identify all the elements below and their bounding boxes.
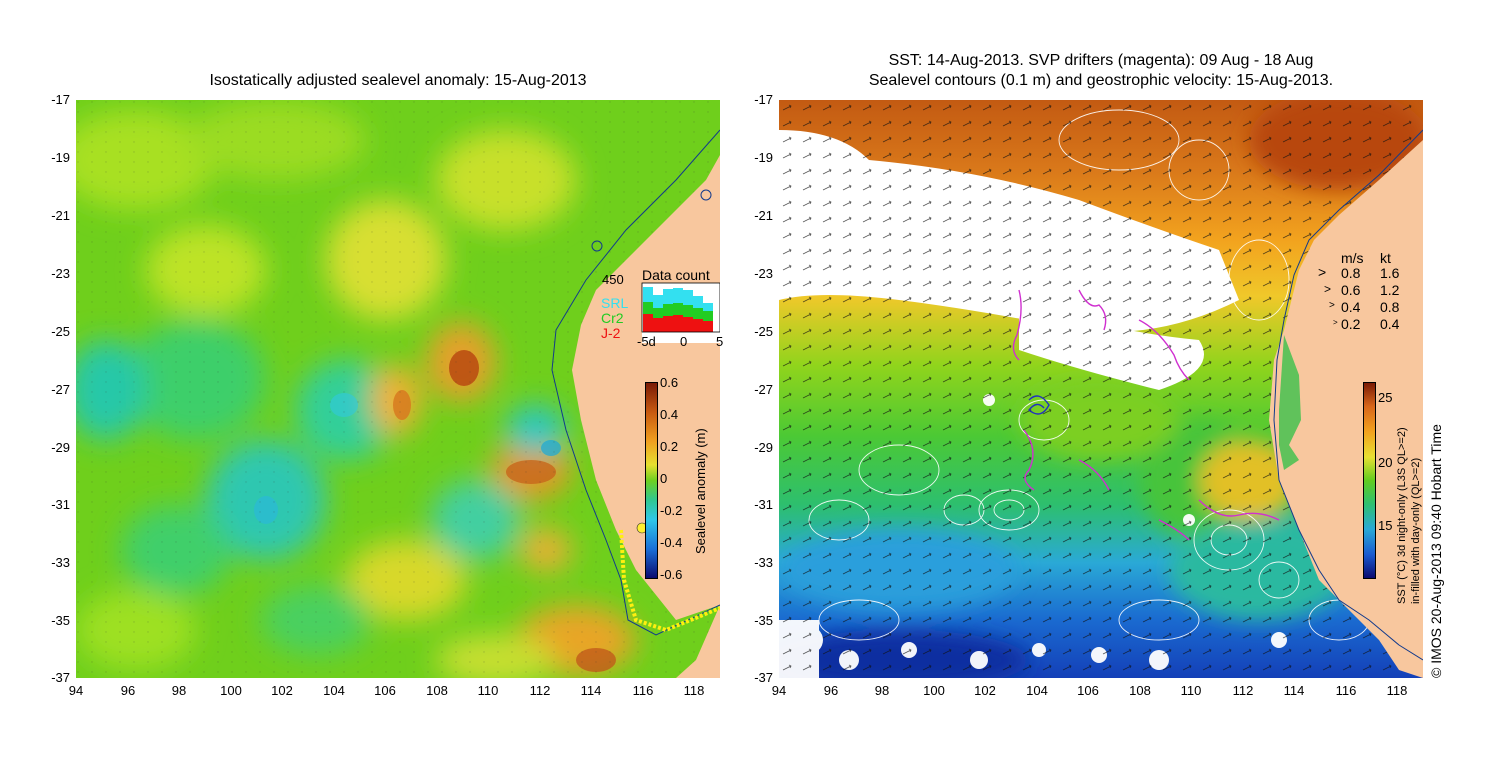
x-tick: 102 <box>271 683 293 698</box>
x-tick: 110 <box>1180 683 1202 698</box>
sealevel-tick: 0.6 <box>660 375 679 390</box>
y-tick: -27 <box>51 382 70 397</box>
sealevel-tick: -0.2 <box>660 503 683 518</box>
speed-legend-header-ms: m/s <box>1341 250 1364 266</box>
speed-legend-ms: 0.8 <box>1341 265 1361 281</box>
x-tick: 114 <box>580 683 602 698</box>
x-tick: 106 <box>374 683 396 698</box>
data-count-max: 450 <box>602 272 624 287</box>
y-tick: -29 <box>754 440 773 455</box>
x-tick: 104 <box>323 683 345 698</box>
data-count-xtick-neg5: -5d <box>637 334 656 349</box>
y-tick: -23 <box>754 266 773 281</box>
x-tick: 100 <box>923 683 945 698</box>
legend-cr2: Cr2 <box>601 310 624 326</box>
x-tick: 116 <box>1335 683 1357 698</box>
sst-tick: 15 <box>1378 518 1393 533</box>
speed-legend-arrow-icon: > <box>1318 264 1327 280</box>
speed-legend-header-kt: kt <box>1380 250 1391 266</box>
data-count-xtick-0: 0 <box>680 334 688 349</box>
speed-legend-arrow-icon: > <box>1324 282 1332 296</box>
x-tick: 94 <box>68 683 84 698</box>
x-tick: 98 <box>171 683 187 698</box>
sst-field <box>779 100 1423 678</box>
x-tick: 116 <box>632 683 654 698</box>
speed-legend-kt: 0.8 <box>1380 299 1400 315</box>
y-tick: -37 <box>754 670 773 685</box>
x-tick: 114 <box>1283 683 1305 698</box>
x-tick: 98 <box>874 683 890 698</box>
y-tick: -25 <box>51 324 70 339</box>
sst-tick: 20 <box>1378 455 1393 470</box>
x-tick: 104 <box>1026 683 1048 698</box>
x-tick: 112 <box>1232 683 1254 698</box>
sealevel-anomaly-field <box>76 100 720 678</box>
x-tick: 106 <box>1077 683 1099 698</box>
legend-srl: SRL <box>601 295 629 311</box>
legend-j2: J-2 <box>601 325 621 341</box>
speed-legend-ms: 0.4 <box>1341 299 1361 315</box>
sealevel-anomaly-map[interactable] <box>76 100 720 678</box>
data-count-xtick-5: 5 <box>716 334 724 349</box>
data-count-inset <box>641 282 720 343</box>
sealevel-tick: -0.6 <box>660 567 683 582</box>
y-tick: -21 <box>754 208 773 223</box>
speed-legend-kt: 0.4 <box>1380 316 1400 332</box>
y-tick: -31 <box>51 497 70 512</box>
data-count-title: Data count <box>642 267 710 283</box>
y-tick: -35 <box>51 613 70 628</box>
sst-colorbar-label2: in-filled with day-only (QL>=2) <box>1410 457 1422 604</box>
right-panel-title-line2: Sealevel contours (0.1 m) and geostrophi… <box>868 72 1334 89</box>
y-tick: -25 <box>754 324 773 339</box>
sealevel-tick: -0.4 <box>660 535 683 550</box>
sealevel-tick: 0.4 <box>660 407 679 422</box>
x-tick: 112 <box>529 683 551 698</box>
speed-legend-arrow-icon: > <box>1329 300 1335 311</box>
sealevel-colorbar-label: Sealevel anomaly (m) <box>693 428 708 554</box>
sst-map[interactable] <box>779 100 1423 678</box>
y-tick: -19 <box>51 150 70 165</box>
x-tick: 108 <box>1129 683 1151 698</box>
speed-legend-ms: 0.2 <box>1341 316 1361 332</box>
x-tick: 108 <box>426 683 448 698</box>
x-tick: 94 <box>771 683 787 698</box>
x-tick: 110 <box>477 683 499 698</box>
y-tick: -33 <box>754 555 773 570</box>
y-tick: -23 <box>51 266 70 281</box>
sealevel-tick: 0.2 <box>660 439 679 454</box>
y-tick: -17 <box>754 92 773 107</box>
x-tick: 100 <box>220 683 242 698</box>
speed-legend-kt: 1.2 <box>1380 282 1400 298</box>
y-tick: -37 <box>51 670 70 685</box>
y-tick: -33 <box>51 555 70 570</box>
sst-colorbar <box>1363 382 1376 579</box>
speed-legend-arrow-icon: > <box>1333 318 1338 327</box>
right-panel-title-line1: SST: 14-Aug-2013. SVP drifters (magenta)… <box>888 52 1314 69</box>
x-tick: 118 <box>683 683 705 698</box>
sealevel-tick: 0 <box>660 471 668 486</box>
y-tick: -27 <box>754 382 773 397</box>
sst-tick: 25 <box>1378 390 1393 405</box>
y-tick: -19 <box>754 150 773 165</box>
y-tick: -31 <box>754 497 773 512</box>
sealevel-colorbar <box>645 382 658 579</box>
x-tick: 96 <box>120 683 136 698</box>
speed-legend-ms: 0.6 <box>1341 282 1361 298</box>
y-tick: -17 <box>51 92 70 107</box>
y-tick: -21 <box>51 208 70 223</box>
imos-credit: © IMOS 20-Aug-2013 09:40 Hobart Time <box>1428 424 1444 678</box>
sst-colorbar-label: SST (°C) 3d night-only (L3S QL>=2) <box>1396 427 1408 604</box>
x-tick: 102 <box>974 683 996 698</box>
x-tick: 118 <box>1386 683 1408 698</box>
left-panel-title: Isostatically adjusted sealevel anomaly:… <box>209 72 587 89</box>
x-tick: 96 <box>823 683 839 698</box>
speed-legend-kt: 1.6 <box>1380 265 1400 281</box>
y-tick: -35 <box>754 613 773 628</box>
y-tick: -29 <box>51 440 70 455</box>
